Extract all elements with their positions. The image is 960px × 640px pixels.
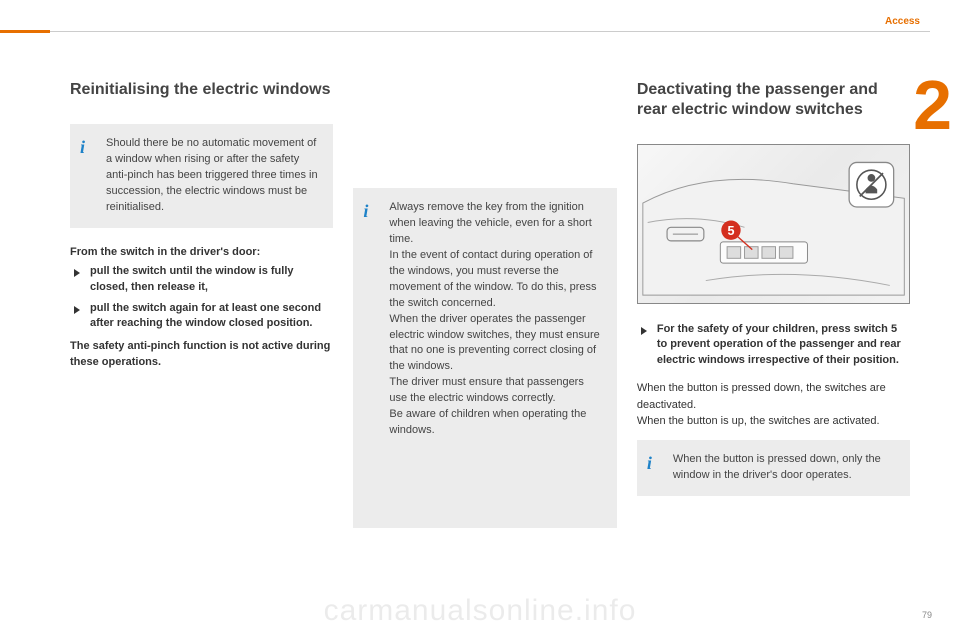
accent-bar xyxy=(0,30,50,33)
diagram-svg: 5 xyxy=(638,145,909,300)
switch-state-text: When the button is pressed down, the swi… xyxy=(637,380,910,430)
section-title-deactivate: Deactivating the passenger and rear elec… xyxy=(637,80,910,120)
header-category: Access xyxy=(885,16,920,27)
instruction-item: pull the switch until the window is full… xyxy=(70,264,333,295)
door-switch-diagram: 5 xyxy=(637,144,910,304)
column-left: Reinitialising the electric windows i Sh… xyxy=(70,80,333,544)
instruction-item: pull the switch again for at least one s… xyxy=(70,301,333,332)
section-title-reinit: Reinitialising the electric windows xyxy=(70,80,333,100)
info-icon: i xyxy=(363,198,368,224)
chapter-number: 2 xyxy=(913,70,952,140)
instructions-list: pull the switch until the window is full… xyxy=(70,264,333,332)
info-box-driver-only: i When the button is pressed down, only … xyxy=(637,440,910,496)
instructions-block: From the switch in the driver's door: pu… xyxy=(70,244,333,371)
info-box-safety: i Always remove the key from the ignitio… xyxy=(353,188,616,528)
header-rule xyxy=(50,31,930,32)
instructions-trailer: The safety anti-pinch function is not ac… xyxy=(70,340,330,369)
instructions-lead: From the switch in the driver's door: xyxy=(70,246,260,258)
info-icon: i xyxy=(647,450,652,476)
info-box-reinit: i Should there be no automatic movement … xyxy=(70,124,333,228)
info-text-safety: Always remove the key from the ignition … xyxy=(389,201,599,436)
page-content: Reinitialising the electric windows i Sh… xyxy=(70,80,910,544)
info-text-driver-only: When the button is pressed down, only th… xyxy=(673,453,881,481)
info-text-reinit: Should there be no automatic movement of… xyxy=(106,137,318,213)
callout-number: 5 xyxy=(727,224,734,238)
column-middle: i Always remove the key from the ignitio… xyxy=(353,80,616,544)
info-icon: i xyxy=(80,134,85,160)
page-number: 79 xyxy=(922,610,932,620)
watermark-text: carmanualsonline.info xyxy=(0,594,960,628)
safety-bullet-list: For the safety of your children, press s… xyxy=(637,322,910,374)
safety-bullet: For the safety of your children, press s… xyxy=(637,322,910,368)
column-right: Deactivating the passenger and rear elec… xyxy=(637,80,910,544)
